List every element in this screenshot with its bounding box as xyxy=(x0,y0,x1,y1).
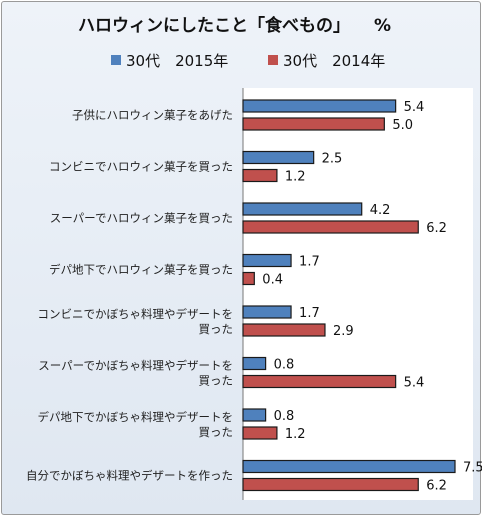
data-label: 2.5 xyxy=(322,152,343,167)
bar-2015 xyxy=(242,305,292,319)
data-label: 7.5 xyxy=(463,461,482,476)
category-label: スーパーでハロウィン菓子を買った xyxy=(50,211,233,225)
data-label: 1.7 xyxy=(299,306,320,321)
data-label: 4.2 xyxy=(370,203,391,218)
chart-title: ハロウィンにしたこと「食べもの」 xyxy=(78,15,350,36)
data-label: 0.8 xyxy=(274,409,295,424)
category-label: デパ地下でハロウィン菓子を買った xyxy=(49,263,233,277)
category-label: スーパーでかぼちゃ料理やデザートを xyxy=(38,359,233,373)
bar-2014 xyxy=(242,117,385,131)
bar-2015 xyxy=(242,202,363,216)
bar-2015 xyxy=(242,459,456,474)
legend-label-2015: 30代 2015年 xyxy=(126,52,228,70)
bar-2014 xyxy=(242,477,419,492)
bar-2015 xyxy=(242,150,315,165)
data-label: 2.9 xyxy=(333,324,354,339)
legend-swatch-2014 xyxy=(268,55,278,65)
category-label: 買った xyxy=(199,322,234,336)
data-label: 5.4 xyxy=(404,100,425,115)
bar-2015 xyxy=(242,253,292,268)
data-label: 1.7 xyxy=(299,255,320,270)
bar-2015 xyxy=(242,408,267,422)
category-label: コンビニでハロウィン菓子を買った xyxy=(49,160,233,174)
bar-2014 xyxy=(242,374,397,389)
data-label: 6.2 xyxy=(426,479,447,494)
bar-2014 xyxy=(242,271,255,286)
data-label: 0.4 xyxy=(262,273,283,288)
chart-unit: % xyxy=(374,16,391,36)
category-label: デパ地下でかぼちゃ料理やデザートを xyxy=(38,410,234,424)
data-label: 5.0 xyxy=(392,118,413,133)
category-label: 自分でかぼちゃ料理やデザートを作った xyxy=(26,469,233,483)
category-label: 買った xyxy=(199,374,234,388)
data-label: 6.2 xyxy=(426,221,447,236)
bar-2015 xyxy=(242,356,267,371)
bar-2014 xyxy=(242,323,326,337)
data-label: 0.8 xyxy=(274,358,295,373)
bar-2014 xyxy=(242,426,278,440)
bar-2014 xyxy=(242,220,419,234)
category-label: 買った xyxy=(199,425,234,439)
data-label: 5.4 xyxy=(404,376,425,391)
category-label: コンビニでかぼちゃ料理やデザートを xyxy=(38,307,234,321)
data-label: 1.2 xyxy=(285,170,306,185)
data-label: 1.2 xyxy=(285,427,306,442)
legend-swatch-2015 xyxy=(111,55,121,65)
category-label: 子供にハロウィン菓子をあげた xyxy=(72,108,233,122)
bar-2014 xyxy=(242,168,278,183)
legend-label-2014: 30代 2014年 xyxy=(283,52,385,70)
bar-2015 xyxy=(242,99,397,113)
